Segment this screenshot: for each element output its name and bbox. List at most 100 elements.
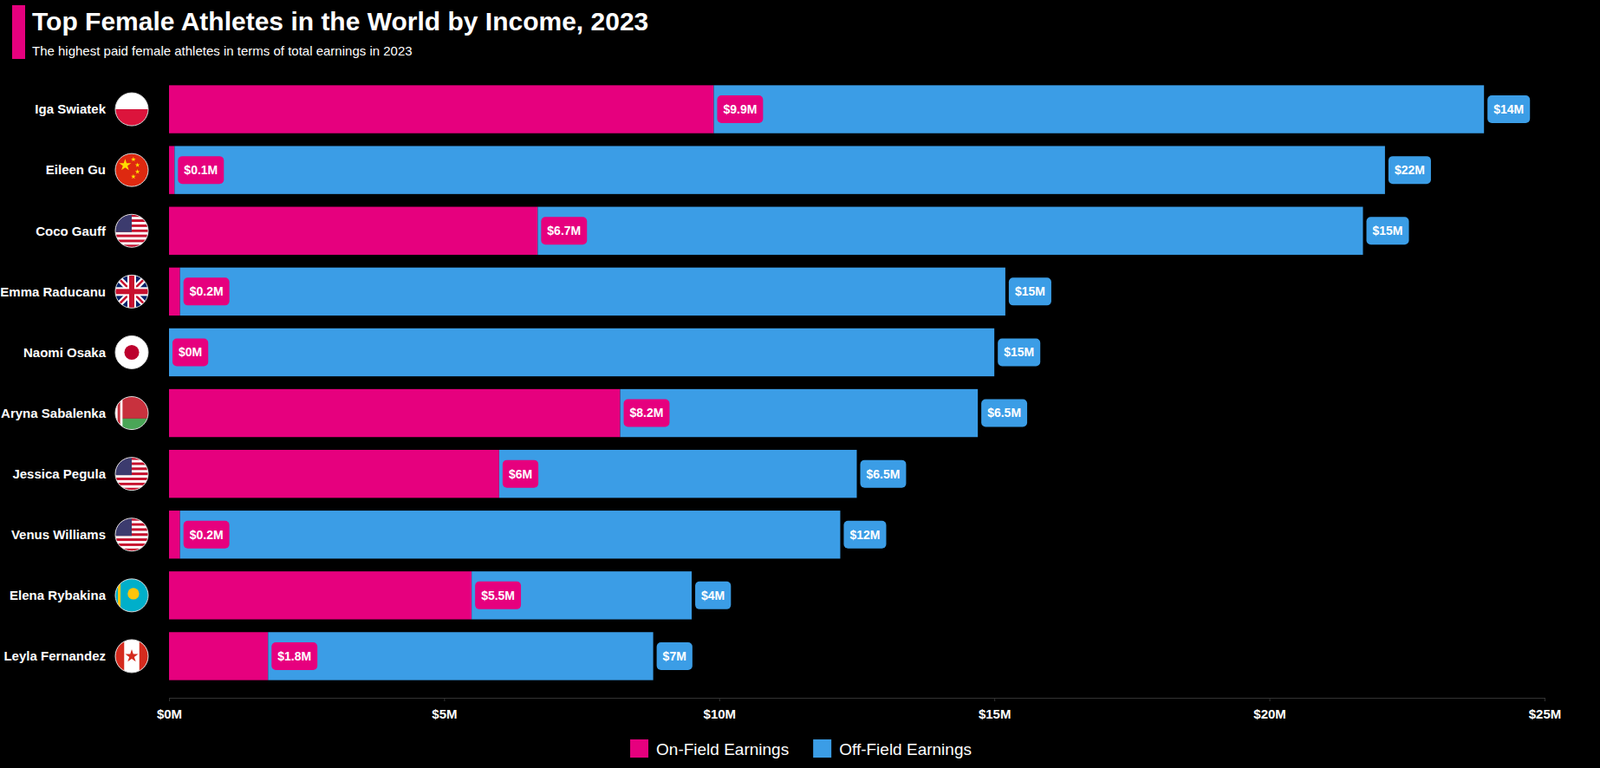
bar [169, 571, 472, 619]
tick: $25M [1528, 697, 1562, 722]
data-label-box [1008, 277, 1052, 306]
legend-item: On-Field Earnings [630, 739, 789, 759]
data-labels: $9.9M$0.1M$6.7M$0.2M$0M$8.2M$6M$0.2M$5.5… [172, 95, 1530, 670]
flag-border [115, 274, 149, 308]
tick: $10M [703, 697, 737, 722]
data-label-box [981, 399, 1028, 428]
bar [620, 389, 979, 437]
data-label-text: $6.7M [546, 223, 581, 238]
category-label: Naomi Osaka [23, 344, 107, 360]
category-label: Jessica Pegula [12, 466, 106, 482]
data-label-text: $12M [849, 527, 880, 542]
bar [169, 631, 268, 680]
data-label: $6.7M [540, 216, 587, 245]
tick-label: $5M [431, 706, 457, 722]
tick-label: $20M [1253, 706, 1287, 722]
data-label-text: $4M [701, 588, 725, 603]
tick-label: $10M [703, 706, 737, 722]
data-label: $5.5M [474, 581, 521, 610]
data-label: $12M [843, 520, 886, 549]
flag [115, 214, 149, 248]
data-label-box [172, 338, 209, 366]
legend-label: On-Field Earnings [656, 740, 789, 759]
series [169, 84, 1484, 680]
data-label-box [540, 216, 587, 245]
tick-mark [719, 697, 721, 702]
data-label: $4M [695, 581, 731, 610]
flag-border [115, 214, 149, 248]
data-label-text: $9.9M [722, 102, 757, 117]
data-label: $6M [502, 460, 539, 488]
bar [169, 207, 538, 255]
flag-border [115, 578, 149, 612]
data-label-text: $14M [1493, 102, 1524, 117]
data-label-text: $5.5M [481, 588, 515, 603]
tick-label: $25M [1528, 706, 1562, 722]
category-label: Venus Williams [11, 526, 106, 542]
data-label-box [502, 460, 539, 488]
title: Top Female Athletes in the World by Inco… [32, 6, 649, 36]
tick-mark [1269, 697, 1271, 702]
data-label-text: $15M [1372, 223, 1404, 238]
data-label: $15M [1008, 277, 1052, 306]
data-label-text: $22M [1394, 162, 1425, 177]
data-label-box [474, 581, 521, 610]
flag-border [115, 639, 149, 673]
bar [169, 145, 175, 194]
data-label: $7M [656, 642, 693, 670]
data-label-box [624, 399, 670, 428]
tick: $0M [156, 697, 183, 722]
data-label: $0.2M [183, 520, 230, 549]
legend-swatch [630, 739, 649, 758]
flag-border [115, 396, 149, 430]
tick-mark [994, 697, 996, 702]
tick-mark [1544, 697, 1546, 702]
flag [115, 396, 149, 430]
data-label-text: $0.2M [189, 527, 224, 542]
flag-border [115, 153, 149, 187]
flag [115, 578, 149, 612]
data-label-text: $6M [508, 467, 533, 482]
data-label: $0M [172, 338, 209, 366]
data-label: $14M [1487, 95, 1530, 124]
bar [713, 84, 1484, 133]
bar [169, 328, 995, 377]
chart: Top Female Athletes in the World by Inco… [0, 0, 1600, 768]
data-label: $15M [997, 338, 1041, 366]
data-label-text: $7M [663, 649, 687, 664]
data-label-box [716, 95, 763, 124]
tick-label: $0M [156, 706, 183, 722]
data-label-text: $0M [178, 344, 202, 359]
bar [537, 207, 1363, 255]
data-label-text: $15M [1014, 284, 1046, 299]
bar [471, 571, 692, 619]
data-label-box [695, 581, 731, 610]
flag [115, 335, 149, 369]
bar [180, 267, 1006, 316]
tick: $20M [1253, 697, 1287, 722]
bar [169, 84, 714, 133]
category-label: Iga Swiatek [34, 101, 106, 117]
subtitle: The highest paid female athletes in term… [32, 43, 413, 59]
plot-area [169, 84, 1484, 680]
flag [115, 457, 149, 492]
bar [169, 449, 500, 498]
category-label: Emma Raducanu [0, 284, 106, 300]
tick: $15M [978, 697, 1012, 722]
data-label-box [843, 520, 886, 549]
data-label: $8.2M [624, 399, 670, 428]
data-label-box [997, 338, 1041, 366]
data-label: $0.2M [183, 277, 230, 306]
data-label: $22M [1388, 156, 1431, 184]
background [0, 0, 1600, 768]
data-label-box [1366, 216, 1410, 245]
flag [115, 274, 149, 308]
data-label-box [860, 460, 907, 488]
category-label: Coco Gauff [35, 223, 107, 239]
bar [499, 449, 858, 498]
data-label: $6.5M [860, 460, 907, 488]
category-label: Aryna Sabalenka [0, 405, 107, 421]
legend-item: Off-Field Earnings [813, 739, 972, 759]
data-label-text: $6.5M [866, 467, 901, 482]
data-label-box [177, 156, 224, 184]
